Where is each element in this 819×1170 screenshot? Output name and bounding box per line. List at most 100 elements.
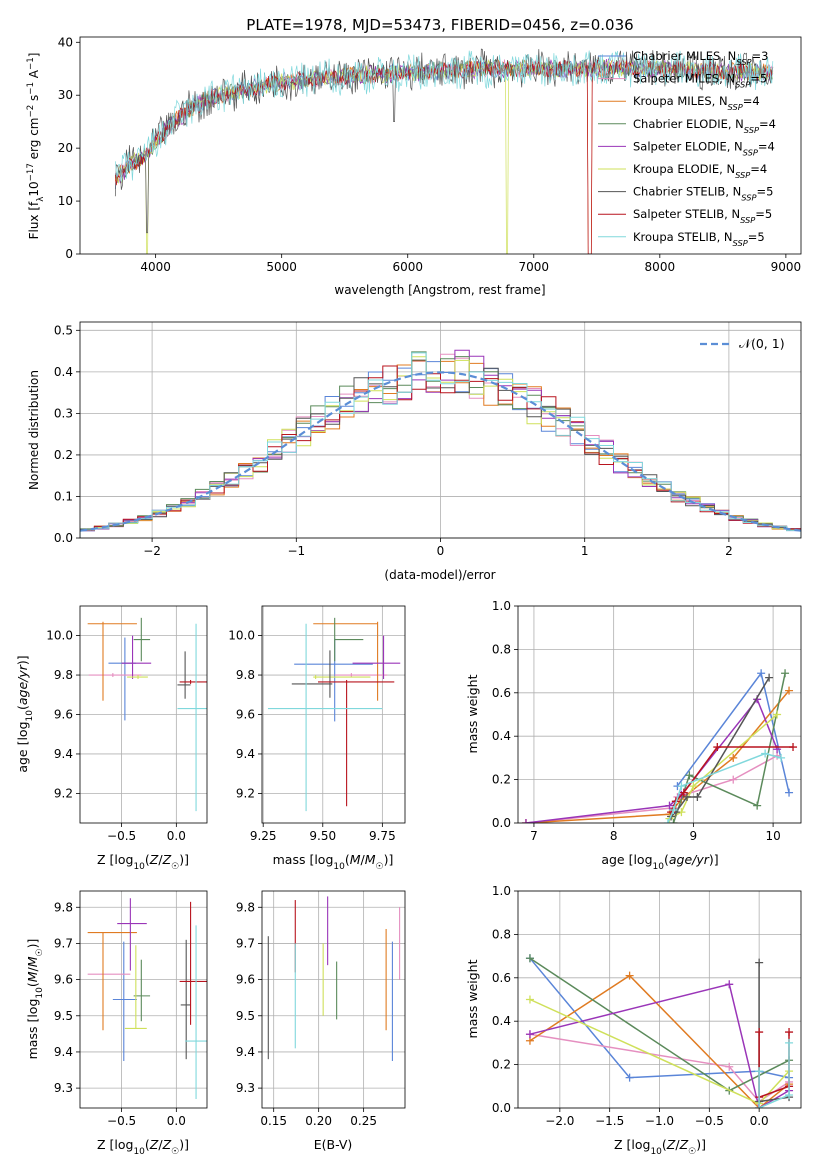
spectrum-panel: 4000 5000 6000 7000 8000 9000 0 10 20 30 40 bbox=[58, 35, 802, 274]
y-tick-label: 9.4 bbox=[54, 747, 73, 761]
y-tick-label: 0.3 bbox=[54, 406, 73, 420]
legend-label: Chabrier MILES, NSSP=3 bbox=[633, 49, 768, 67]
x-tick-label: −0.5 bbox=[695, 1114, 724, 1128]
error-point-kroupa-elodie bbox=[127, 675, 148, 679]
axes-frame bbox=[79, 890, 208, 1109]
series-marker bbox=[725, 1062, 734, 1071]
error-point-salpeter-stelib bbox=[179, 901, 207, 1025]
x-tick-label: 9000 bbox=[771, 260, 802, 274]
series-chabrier-stelib bbox=[667, 673, 774, 821]
series-marker bbox=[625, 1073, 634, 1082]
plot-area bbox=[267, 617, 401, 812]
y-tick-label: 9.6 bbox=[236, 708, 255, 722]
x-tick-label: 5000 bbox=[266, 260, 297, 274]
y-tick-label: 0.0 bbox=[492, 1101, 511, 1115]
error-point-salpeter-miles bbox=[88, 673, 142, 678]
y-axis-label: mass weight bbox=[465, 674, 480, 753]
y-tick-label: 0.2 bbox=[54, 448, 73, 462]
y-tick-label: 9.8 bbox=[54, 668, 73, 682]
y-tick-label: 0 bbox=[65, 247, 73, 261]
error-point-chabrier-elodie bbox=[334, 617, 364, 662]
gaussian-curve bbox=[80, 371, 801, 532]
y-tick-label: 9.3 bbox=[236, 1081, 255, 1095]
y-tick-label: 9.6 bbox=[54, 973, 73, 987]
error-point-salpeter-elodie bbox=[121, 635, 152, 679]
legend-label: Salpeter MILES, NSSP=5 bbox=[633, 72, 767, 90]
x-tick-label: 0.0 bbox=[750, 1114, 769, 1128]
series-marker bbox=[677, 782, 686, 791]
y-tick-label: 9.2 bbox=[54, 786, 73, 800]
y-tick-label: 0.8 bbox=[492, 642, 511, 656]
series-marker bbox=[781, 669, 790, 678]
legend-label: Salpeter ELODIE, NSSP=4 bbox=[633, 139, 775, 157]
error-point-chabrier-elodie bbox=[133, 617, 151, 662]
error-point-kroupa-stelib bbox=[185, 925, 207, 1099]
error-point-chabrier-stelib bbox=[291, 650, 333, 698]
y-axis-label: mass weight bbox=[465, 959, 480, 1038]
series-marker bbox=[525, 1030, 534, 1039]
series-marker bbox=[669, 805, 678, 814]
x-tick-label: 7000 bbox=[519, 260, 550, 274]
error-point-chabrier-miles bbox=[108, 637, 136, 721]
series-marker bbox=[729, 775, 738, 784]
series-marker bbox=[765, 673, 774, 682]
y-tick-label: 9.8 bbox=[236, 668, 255, 682]
age-vs-mass-panel: 9.25 9.50 9.75 9.2 9.4 9.6 9.8 10.0 bbox=[228, 605, 406, 843]
x-tick-label: 4000 bbox=[140, 260, 171, 274]
histogram-kroupa-stelib bbox=[80, 352, 801, 538]
y-tick-label: 0.4 bbox=[492, 729, 511, 743]
x-tick-label: −1.5 bbox=[595, 1114, 624, 1128]
x-tick-label: −2.0 bbox=[545, 1114, 574, 1128]
series-marker bbox=[755, 1028, 764, 1037]
y-axis-label: age [log10(age/yr)] bbox=[15, 655, 35, 772]
x-axis-label: wavelength [Angstrom, rest frame] bbox=[334, 283, 545, 297]
x-axis-label: age [log10(age/yr)] bbox=[601, 852, 718, 872]
y-tick-label: 9.6 bbox=[54, 708, 73, 722]
y-tick-label: 10 bbox=[58, 194, 73, 208]
series-kroupa-stelib bbox=[663, 749, 786, 823]
series-marker bbox=[785, 686, 794, 695]
y-tick-label: 0.4 bbox=[54, 365, 73, 379]
y-tick-label: 40 bbox=[58, 35, 73, 49]
series-marker bbox=[755, 1104, 764, 1108]
error-point-salpeter-stelib bbox=[318, 679, 395, 807]
series-marker bbox=[785, 788, 794, 797]
y-tick-label: 9.7 bbox=[54, 936, 73, 950]
x-tick-label: 0.0 bbox=[167, 1114, 186, 1128]
legend-label: Kroupa ELODIE, NSSP=4 bbox=[633, 162, 767, 180]
residual-panel: −2 −1 0 1 2 0.0 0.1 0.2 0.3 0.4 0.5 bbox=[54, 321, 802, 558]
axes-frame bbox=[517, 605, 802, 824]
x-axis-label: Z [log10(Z/Z☉)] bbox=[614, 1137, 706, 1157]
series-chabrier-elodie bbox=[669, 669, 790, 823]
series-salpeter-elodie bbox=[521, 695, 782, 823]
series-marker bbox=[625, 971, 634, 980]
legend-label: Kroupa MILES, NSSP=4 bbox=[633, 94, 760, 112]
series-marker bbox=[757, 669, 766, 678]
series-kroupa-stelib bbox=[755, 1038, 794, 1108]
age-vs-z-panel: −0.5 0.0 9.2 9.4 9.6 9.8 10.0 bbox=[46, 605, 208, 843]
plot-area bbox=[521, 669, 798, 823]
y-tick-label: 9.3 bbox=[54, 1081, 73, 1095]
y-tick-label: 9.4 bbox=[236, 747, 255, 761]
series-marker bbox=[525, 954, 534, 963]
x-axis-label: (data-model)/error bbox=[384, 568, 495, 582]
plot-area bbox=[114, 48, 774, 254]
error-point-kroupa-stelib bbox=[267, 623, 383, 812]
y-tick-label: 1.0 bbox=[492, 599, 511, 613]
plot-area bbox=[87, 898, 207, 1099]
x-tick-label: −0.5 bbox=[107, 1114, 136, 1128]
error-point-kroupa-miles bbox=[313, 621, 379, 701]
series-line bbox=[525, 697, 778, 823]
x-tick-label: 9.75 bbox=[369, 829, 396, 843]
y-tick-label: 9.5 bbox=[54, 1009, 73, 1023]
y-tick-label: 0.5 bbox=[54, 323, 73, 337]
y-tick-label: 9.8 bbox=[236, 900, 255, 914]
y-tick-label: 9.4 bbox=[54, 1045, 73, 1059]
series-marker bbox=[683, 792, 692, 801]
x-tick-label: 0.25 bbox=[350, 1114, 377, 1128]
y-tick-label: 9.4 bbox=[236, 1045, 255, 1059]
x-tick-label: 10 bbox=[765, 829, 780, 843]
error-point-kroupa-elodie bbox=[124, 945, 147, 1029]
y-tick-label: 9.5 bbox=[236, 1009, 255, 1023]
x-tick-label: −1 bbox=[287, 544, 305, 558]
